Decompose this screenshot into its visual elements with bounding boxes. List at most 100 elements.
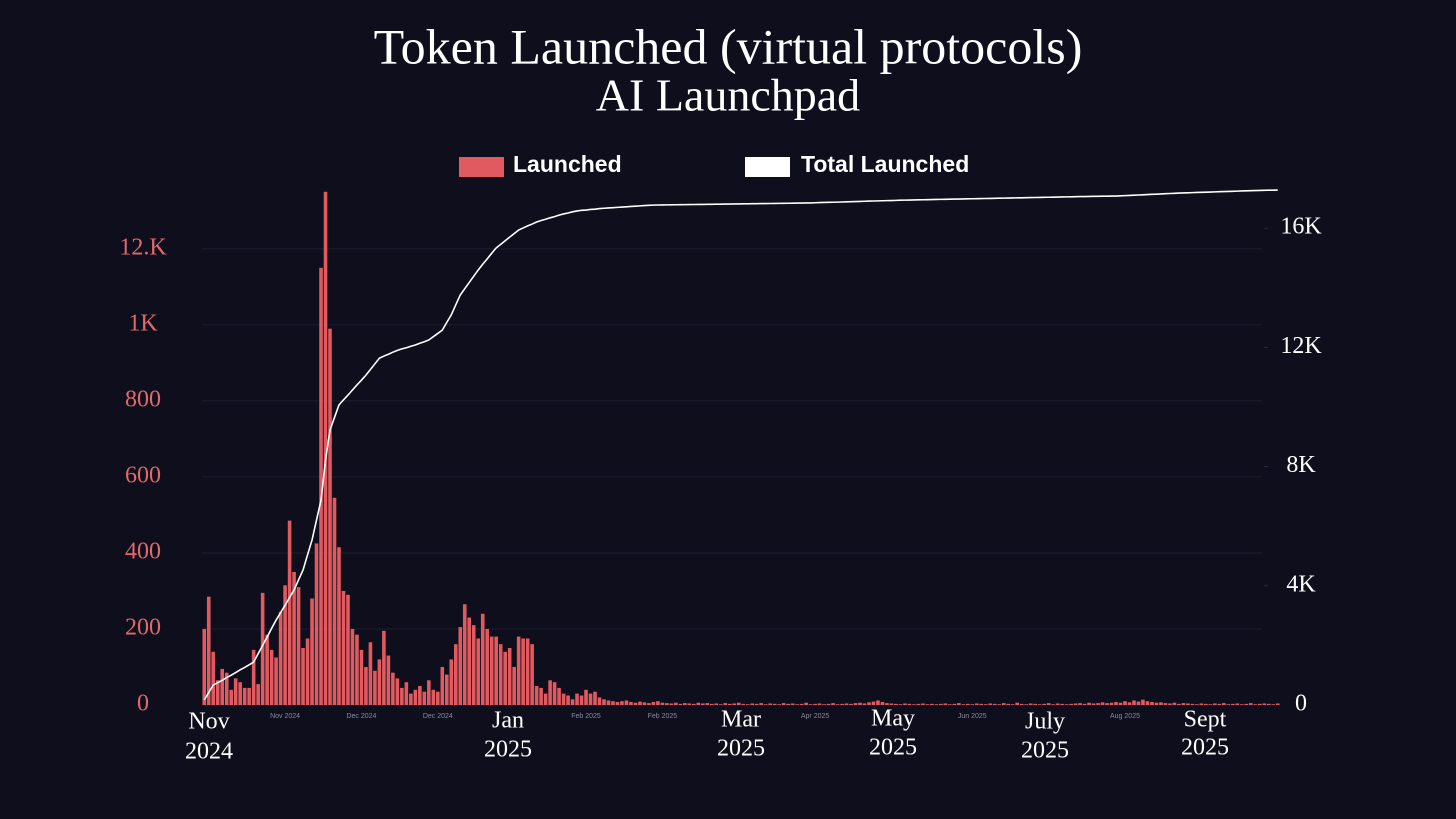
bar <box>539 687 543 705</box>
x-tick-label: Aug 2025 <box>1110 713 1140 720</box>
bar <box>1019 703 1024 705</box>
bar <box>849 703 853 705</box>
bar <box>269 649 274 705</box>
bar <box>1082 703 1087 705</box>
chart-subtitle: AI Launchpad <box>596 70 860 121</box>
bar <box>453 644 458 705</box>
bar <box>552 682 557 705</box>
bar <box>1100 702 1105 705</box>
bar <box>512 666 516 705</box>
bar <box>1109 702 1114 705</box>
bar <box>274 657 278 705</box>
bar <box>1177 703 1181 705</box>
bar <box>489 636 494 705</box>
bar <box>777 704 781 705</box>
bar <box>395 678 400 705</box>
x-tick-label: Jun 2025 <box>958 713 987 720</box>
bar <box>1222 703 1226 705</box>
bar <box>678 703 683 705</box>
bar <box>763 704 768 705</box>
bar <box>1096 703 1100 705</box>
y-tick-label: 200 <box>125 614 161 640</box>
bar <box>1006 703 1011 705</box>
bar <box>615 701 620 705</box>
chart-title: Token Launched (virtual protocols) <box>374 18 1083 74</box>
bar <box>948 704 952 705</box>
bar <box>709 703 714 705</box>
x-period-label: May <box>871 706 915 732</box>
bar <box>602 699 606 705</box>
bar <box>754 703 759 705</box>
bar <box>215 680 220 705</box>
bar <box>1114 701 1118 705</box>
bar <box>543 693 548 705</box>
bar <box>1239 704 1244 705</box>
bar <box>278 611 283 705</box>
bar <box>1055 703 1060 705</box>
bar <box>202 628 207 705</box>
bar <box>871 701 876 705</box>
bar <box>624 700 629 705</box>
bar <box>485 628 490 705</box>
bar <box>647 703 651 705</box>
bar <box>224 672 229 705</box>
x-period-label: 2025 <box>484 737 532 763</box>
bar <box>687 703 692 705</box>
bar <box>638 701 642 705</box>
bar <box>674 702 678 705</box>
bar <box>1163 703 1168 705</box>
y2-tick-label: 16K <box>1280 214 1322 240</box>
bar <box>355 634 359 705</box>
bar <box>669 703 674 705</box>
bar <box>1087 702 1091 705</box>
bar <box>525 638 530 705</box>
x-tick-label: Feb 2025 <box>648 713 678 720</box>
bar <box>1181 703 1186 705</box>
bar <box>521 638 525 705</box>
bar <box>373 670 377 705</box>
bar <box>606 700 611 705</box>
bar <box>939 703 943 705</box>
bar <box>1248 703 1253 705</box>
bar <box>840 703 844 705</box>
bar <box>1118 702 1123 705</box>
bar <box>781 703 786 705</box>
legend-swatch <box>459 157 504 177</box>
y-tick-label: 600 <box>125 462 161 488</box>
bar <box>795 704 799 705</box>
bar <box>211 651 216 705</box>
bar <box>1123 701 1127 705</box>
bar <box>471 625 476 705</box>
bar <box>1172 702 1177 705</box>
bar <box>359 649 364 705</box>
x-tick-label: Dec 2024 <box>346 713 376 720</box>
bar <box>867 702 871 705</box>
bar <box>557 687 561 705</box>
bar <box>992 703 997 705</box>
bar <box>251 649 256 705</box>
bar <box>1226 704 1231 705</box>
bar <box>260 592 265 705</box>
bar <box>831 703 835 705</box>
bar <box>1168 703 1172 705</box>
bar <box>588 693 593 705</box>
x-tick-label: Dec 2024 <box>423 713 453 720</box>
bar <box>844 703 849 705</box>
bar <box>759 703 763 705</box>
bar <box>1060 703 1064 705</box>
bar <box>265 634 269 705</box>
bar <box>256 684 260 705</box>
bar <box>436 691 440 705</box>
bar <box>961 704 966 705</box>
bar <box>296 587 301 705</box>
bar <box>575 693 579 705</box>
bar <box>835 704 840 705</box>
legend-label: Launched <box>513 151 622 177</box>
x-period-label: 2025 <box>869 735 917 761</box>
bar <box>957 703 961 705</box>
bar <box>561 693 566 705</box>
bar <box>247 687 251 705</box>
bar <box>1091 703 1096 705</box>
bar <box>633 702 638 705</box>
